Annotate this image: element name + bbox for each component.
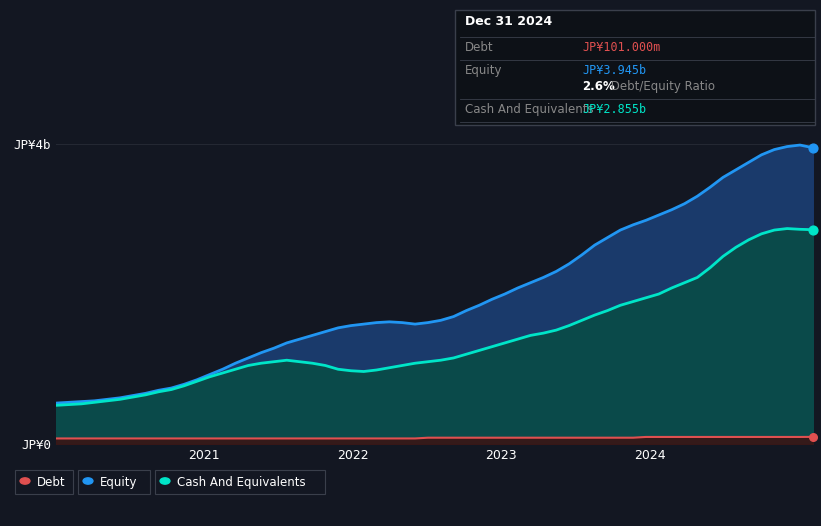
Text: Equity: Equity [465, 64, 502, 77]
Text: 2.6%: 2.6% [582, 80, 615, 93]
Point [806, 433, 819, 441]
Text: Cash And Equivalents: Cash And Equivalents [177, 476, 305, 489]
Text: JP¥3.945b: JP¥3.945b [582, 64, 646, 77]
Text: Cash And Equivalents: Cash And Equivalents [465, 103, 594, 116]
Point [806, 226, 819, 234]
Text: Equity: Equity [100, 476, 137, 489]
Text: JP¥2.855b: JP¥2.855b [582, 103, 646, 116]
Text: Debt: Debt [465, 41, 493, 54]
Point [806, 144, 819, 152]
Text: Debt: Debt [37, 476, 66, 489]
Text: Dec 31 2024: Dec 31 2024 [465, 15, 553, 28]
Text: JP¥101.000m: JP¥101.000m [582, 41, 660, 54]
Text: Debt/Equity Ratio: Debt/Equity Ratio [607, 80, 715, 93]
